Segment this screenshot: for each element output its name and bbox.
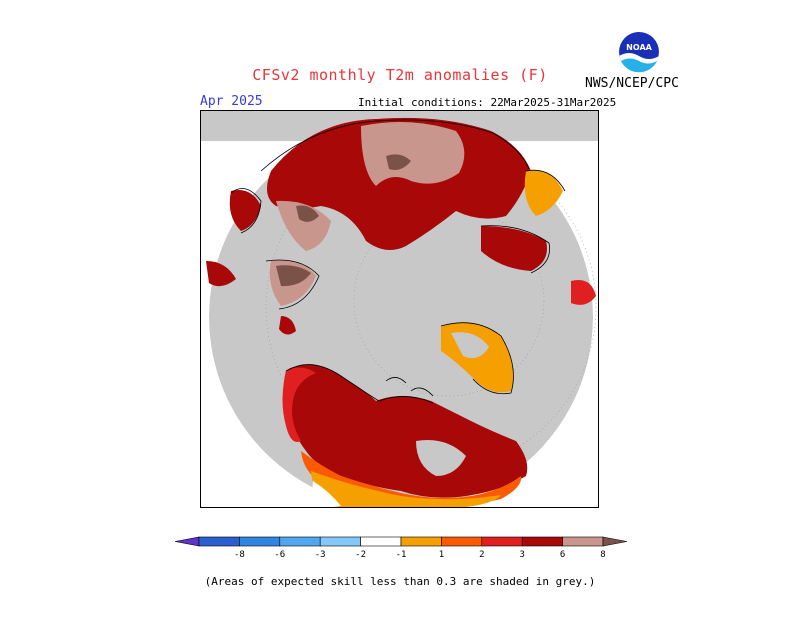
forecast-month: Apr 2025 [200,94,263,109]
colorbar-tick-label: 3 [519,550,524,560]
europe-anomaly-region [229,190,261,231]
colorbar-bin [400,536,442,547]
colorbar-tick-label: 6 [560,550,565,560]
colorbar-tick-label: -1 [396,550,407,560]
map-svg [201,111,598,507]
colorbar-bin [521,536,563,547]
colorbar-tick-label: -8 [234,550,245,560]
colorbar-tick-label: 2 [479,550,484,560]
colorbar-bin [562,536,604,547]
colorbar-bin [481,536,523,547]
svg-text:NOAA: NOAA [626,43,652,52]
colorbar-bin [279,536,321,547]
colorbar-bin [441,536,483,547]
colorbar-bin [239,536,281,547]
coastlines [230,119,566,404]
colorbar-tick-label: -6 [274,550,285,560]
noaa-logo: NOAA [619,32,659,73]
frame-corner-fill [201,111,598,507]
eurasia-warm-region [361,122,465,186]
colorbar-tick-label: 1 [439,550,444,560]
colorbar-bin [360,536,402,547]
colorbar-tick-label: 8 [600,550,605,560]
colorbar-tick-label: -2 [355,550,366,560]
colorbar-bin [198,536,240,547]
colorbar: -8 -6 -3 -2 -1 1 2 3 6 8 [175,536,627,560]
north-america-anomaly-region [283,364,528,498]
initial-conditions: Initial conditions: 22Mar2025-31Mar2025 [358,96,617,109]
colorbar-bin [175,536,200,547]
chart-title: CFSv2 monthly T2m anomalies (F) [252,66,548,84]
eurasia-anomaly-region [267,117,531,250]
agency-label: NWS/NCEP/CPC [585,76,679,91]
colorbar-tick-label: -3 [315,550,326,560]
colorbar-bin [602,536,627,547]
colorbar-bin [319,536,361,547]
skill-footnote: (Areas of expected skill less than 0.3 a… [204,575,596,588]
far-east-warm-region [524,170,563,216]
polar-anomaly-map [200,110,599,508]
great-lakes-warm-region [311,471,501,507]
